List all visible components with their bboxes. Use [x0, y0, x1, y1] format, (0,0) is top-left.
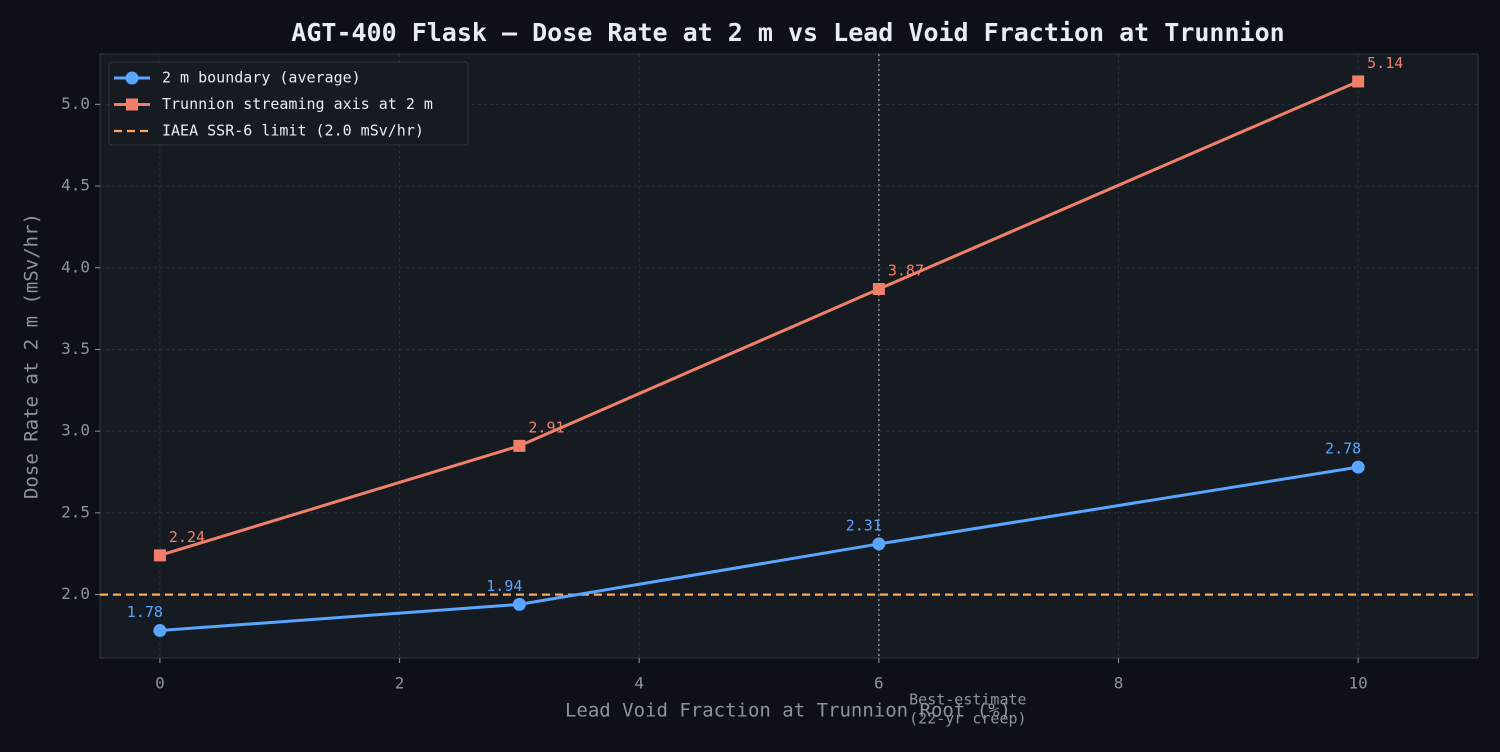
- x-tick-label: 0: [155, 674, 165, 693]
- point: [513, 439, 526, 452]
- y-tick-label: 3.5: [61, 339, 90, 358]
- legend-label: 2 m boundary (average): [162, 69, 361, 87]
- y-tick-label: 2.5: [61, 502, 90, 521]
- chart-title: AGT-400 Flask — Dose Rate at 2 m vs Lead…: [291, 18, 1284, 47]
- data-label: 2.78: [1325, 440, 1361, 458]
- annotation: (22-yr creep): [909, 710, 1026, 728]
- legend-label: IAEA SSR-6 limit (2.0 mSv/hr): [162, 122, 424, 140]
- x-tick-label: 6: [874, 674, 884, 693]
- point: [153, 624, 167, 638]
- series-line: [159, 465, 1359, 633]
- y-tick-label: 4.0: [61, 257, 90, 276]
- data-label: 3.87: [888, 261, 924, 279]
- point: [1351, 460, 1365, 474]
- point: [872, 537, 886, 551]
- x-tick-label: 4: [634, 674, 644, 693]
- data-label: 1.78: [127, 603, 163, 621]
- y-axis-label: Dose Rate at 2 m (mSv/hr): [21, 213, 43, 499]
- data-label: 1.94: [486, 577, 522, 595]
- data-label: 2.31: [846, 516, 882, 534]
- x-tick-label: 8: [1114, 674, 1124, 693]
- y-tick-label: 3.0: [61, 421, 90, 440]
- annotation: Best-estimate: [909, 691, 1026, 709]
- y-tick-label: 5.0: [61, 94, 90, 113]
- y-tick-label: 4.5: [61, 176, 90, 195]
- x-tick-label: 10: [1349, 674, 1368, 693]
- point: [512, 597, 526, 611]
- data-label: 2.24: [169, 528, 205, 546]
- legend-marker: [126, 98, 138, 111]
- point: [1352, 75, 1365, 88]
- data-label: 2.91: [528, 418, 564, 436]
- legend-marker: [125, 71, 139, 85]
- x-axis-label: Lead Void Fraction at Trunnion Root (%): [565, 700, 1011, 722]
- legend-label: Trunnion streaming axis at 2 m: [162, 95, 433, 113]
- point: [153, 549, 166, 562]
- series-line: [159, 80, 1359, 557]
- plot-area: [99, 53, 1479, 659]
- legend-box: [108, 61, 469, 146]
- legend: 2 m boundary (average) Trunnion streaming…: [108, 61, 469, 146]
- data-label: 5.14: [1367, 54, 1403, 72]
- x-tick-label: 2: [395, 674, 405, 693]
- y-tick-label: 2.0: [61, 584, 90, 603]
- point: [872, 282, 885, 295]
